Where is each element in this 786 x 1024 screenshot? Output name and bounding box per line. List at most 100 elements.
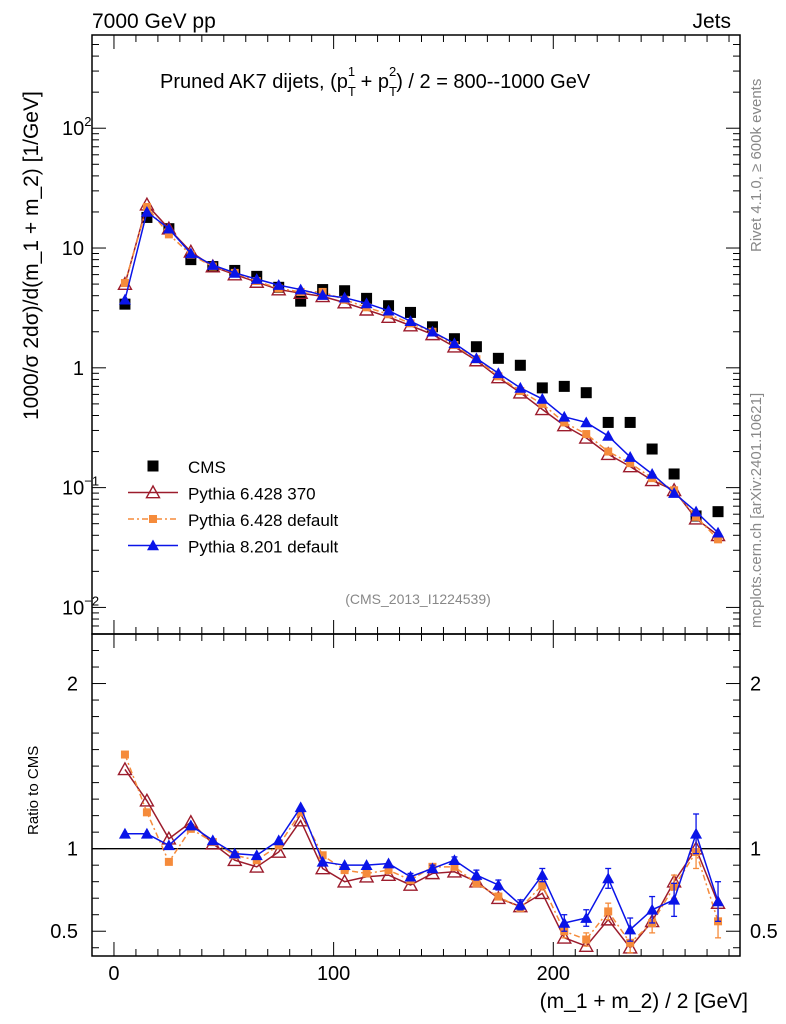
pythia-6-428-370-ratio-point	[227, 852, 243, 867]
pythia-8-201-default-point	[294, 283, 307, 295]
cms-point	[405, 306, 417, 318]
pythia-8-201-default-ratio-point	[646, 903, 659, 915]
pythia-6-428-default-ratio-point	[120, 750, 129, 759]
pythia-6-428-default-ratio-point	[318, 851, 327, 860]
pythia-6-428-default-point	[120, 279, 129, 288]
cms-point	[602, 416, 614, 428]
pythia-8-201-default-point	[316, 289, 329, 300]
pythia-6-428-370-ratio-point	[117, 761, 133, 776]
pythia-8-201-default-ratio-point	[250, 849, 263, 861]
header-left: 7000 GeV pp	[92, 10, 216, 33]
pythia-6-428-default-ratio-point	[252, 856, 261, 865]
pythia-8-201-default-point	[536, 392, 549, 404]
pythia-8-201-default-ratio-point	[316, 855, 329, 867]
ratio-y-tick-label: 1	[67, 839, 78, 861]
pythia-8-201-default-ratio-point	[338, 859, 351, 870]
pythia-6-428-default-ratio-point	[604, 907, 613, 916]
cms-point	[580, 387, 592, 399]
pythia-8-201-default-point	[184, 247, 197, 259]
pythia-6-428-370-ratio-point	[380, 867, 397, 881]
pythia-6-428-370-ratio-point	[446, 863, 463, 878]
pythia-6-428-default-line	[124, 205, 719, 540]
pythia-8-201-default-ratio-point	[272, 834, 285, 846]
legend-marker-pythia-8-201-default	[147, 539, 159, 551]
pythia-6-428-370-ratio-point	[249, 858, 265, 873]
cms-point	[339, 285, 351, 297]
pythia-6-428-default-ratio-point	[626, 938, 635, 947]
pythia-6-428-370-ratio-point	[271, 844, 287, 858]
pythia-8-201-default-ratio-point	[206, 834, 219, 846]
pythia-8-201-default-point	[382, 304, 395, 316]
pythia-8-201-default-point	[668, 487, 681, 498]
pythia-8-201-default-ratio-point	[294, 801, 307, 813]
pythia-8-201-default-point	[690, 505, 703, 517]
legend-label-pythia-6-428-default: Pythia 6.428 default	[188, 511, 339, 530]
pythia-8-201-default-ratio-point	[448, 854, 461, 866]
x-tick-label: 100	[317, 963, 350, 985]
cms-point	[185, 254, 197, 266]
pythia-6-428-default-point	[582, 430, 591, 439]
pythia-6-428-default-ratio-line	[124, 754, 719, 944]
ratio-plot-frame	[91, 633, 741, 957]
pythia-6-428-default-point	[626, 459, 635, 468]
pythia-8-201-default-point	[140, 205, 153, 217]
ratio-y-tick-label: 2	[67, 674, 78, 696]
pythia-8-201-default-point	[272, 279, 285, 290]
pythia-6-428-default-ratio-point	[296, 808, 305, 817]
pythia-8-201-default-ratio-point	[162, 839, 175, 851]
pythia-8-201-default-ratio-point	[118, 827, 131, 839]
reference-label: mcplots.cern.ch [arXiv:2401.10621]	[748, 393, 765, 628]
pythia-8-201-default-ratio-point	[536, 869, 549, 880]
pythia-8-201-default-point	[558, 410, 571, 422]
pythia-8-201-default-ratio-point	[712, 895, 725, 907]
pythia-8-201-default-ratio-point	[404, 870, 417, 882]
pythia-8-201-default-ratio-point	[228, 847, 241, 859]
pythia-6-428-370-ratio-point	[556, 929, 572, 944]
pythia-8-201-default-ratio-point	[580, 912, 593, 923]
legend-marker-pythia-6-428-370	[145, 484, 161, 499]
pythia-6-428-370-ratio-point	[314, 860, 331, 875]
pythia-8-201-default-ratio-line	[124, 805, 719, 931]
pythia-6-428-default-ratio-point	[164, 857, 173, 866]
cms-point	[295, 295, 307, 307]
pythia-8-201-default-point	[338, 291, 351, 303]
pythia-8-201-default-ratio-point	[140, 827, 153, 839]
main-y-axis-label: 1000/σ 2dσ)/d(m_1 + m_2) [1/GeV]	[20, 91, 43, 420]
main-plot: 10−2 10−1 1 10 102	[62, 34, 740, 635]
pythia-6-428-default-point	[538, 399, 547, 408]
pythia-6-428-default-point	[560, 418, 569, 427]
pythia-8-201-default-point	[448, 337, 461, 349]
ratio-y-tick-label-right: 0.5	[750, 921, 778, 943]
ratio-y-tick-label-right: 2	[750, 674, 761, 696]
pythia-8-201-default-ratio-point	[624, 923, 637, 935]
y-tick-label: 10	[62, 238, 84, 260]
pythia-8-201-default-point	[404, 315, 417, 327]
pythia-8-201-default-ratio-point	[514, 898, 527, 910]
analysis-watermark: (CMS_2013_I1224539)	[345, 591, 491, 607]
pythia-6-428-default-ratio-point	[450, 862, 459, 871]
pythia-6-428-default-ratio-point	[494, 892, 503, 901]
cms-point	[536, 382, 548, 394]
pythia-6-428-default-ratio-point	[274, 841, 283, 850]
pythia-6-428-default-ratio-point	[362, 869, 371, 878]
legend-label-cms: CMS	[188, 458, 226, 477]
pythia-8-201-default-point	[470, 352, 483, 364]
cms-point	[668, 468, 680, 480]
x-tick-label: 0	[108, 963, 119, 985]
legend-label-pythia-6-428-370: Pythia 6.428 370	[188, 485, 316, 504]
pythia-8-201-default-ratio-point	[426, 862, 439, 874]
pythia-8-201-default-point	[712, 526, 725, 538]
chart-title: Pruned AK7 dijets, (pT1 + pT2) / 2 = 800…	[160, 64, 591, 99]
pythia-6-428-default-ratio-point	[142, 808, 151, 817]
pythia-8-201-default-ratio-point	[360, 859, 373, 870]
ratio-plot: 0 100 200 0.5 0.5 1 1 2 2	[50, 633, 778, 985]
pythia-8-201-default-point	[492, 367, 505, 379]
pythia-8-201-default-point	[118, 293, 131, 305]
pythia-8-201-default-point	[514, 381, 527, 393]
pythia-6-428-default-point	[164, 230, 173, 239]
pythia-6-428-370-ratio-point	[578, 938, 594, 952]
cms-point	[470, 341, 482, 353]
pythia-8-201-default-ratio-point	[602, 872, 615, 884]
pythia-6-428-default-ratio-point	[538, 880, 547, 889]
